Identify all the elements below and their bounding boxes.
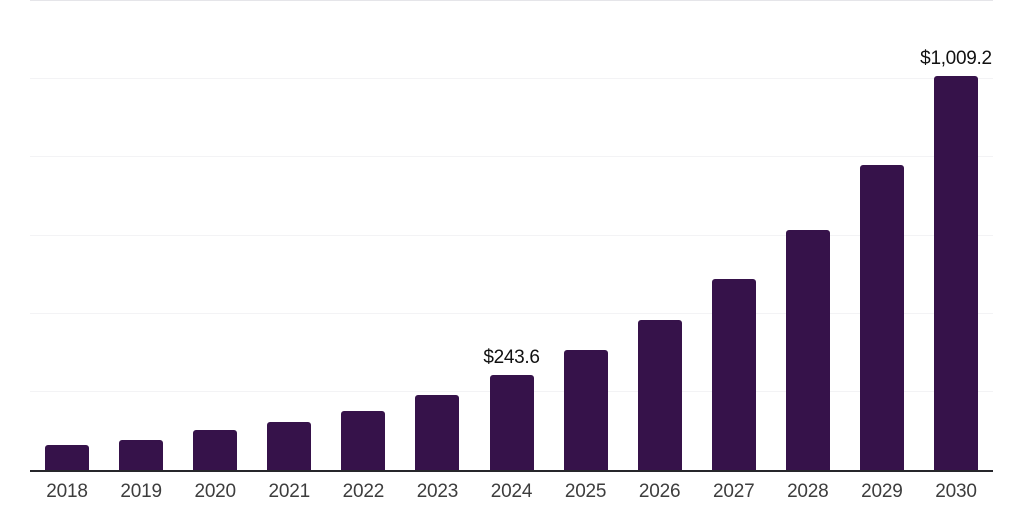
bar-2022 [341,411,386,470]
gridline-600 [30,234,993,236]
bar-2030 [933,75,978,470]
bar-2029 [859,165,904,470]
x-tick-label-2020: 2020 [194,481,236,502]
x-tick-label-2019: 2019 [120,481,162,502]
bar-2021 [267,421,312,470]
x-tick-label-2023: 2023 [416,481,459,502]
gridline-1000 [30,78,993,80]
x-tick-label-2022: 2022 [342,481,385,502]
x-tick-label-2025: 2025 [564,481,607,502]
gridline-1200 [30,0,993,1]
bar-2026 [637,319,682,470]
bar-2020 [193,430,238,470]
bar-2024 [489,374,534,470]
x-tick-label-2030: 2030 [935,481,977,502]
value-label-2024: $243.6 [483,346,540,368]
x-tick-label-2027: 2027 [712,481,755,502]
bar-2028 [785,229,830,470]
gridline-400 [30,312,993,314]
x-tick-label-2018: 2018 [46,481,88,502]
gridline-800 [30,156,993,158]
x-tick-label-2029: 2029 [861,481,903,502]
bar-2027 [711,278,756,470]
x-tick-label-2026: 2026 [638,481,681,502]
bar-2018 [45,445,90,470]
x-tick-label-2021: 2021 [268,481,311,502]
bar-2025 [563,350,608,470]
plot-area: $243.6 $1,009.2 [30,0,993,472]
bar-2023 [415,395,460,470]
value-label-2030: $1,009.2 [920,47,992,69]
bar-2019 [119,439,164,470]
x-tick-label-2028: 2028 [787,481,829,502]
x-tick-label-2024: 2024 [490,481,533,502]
